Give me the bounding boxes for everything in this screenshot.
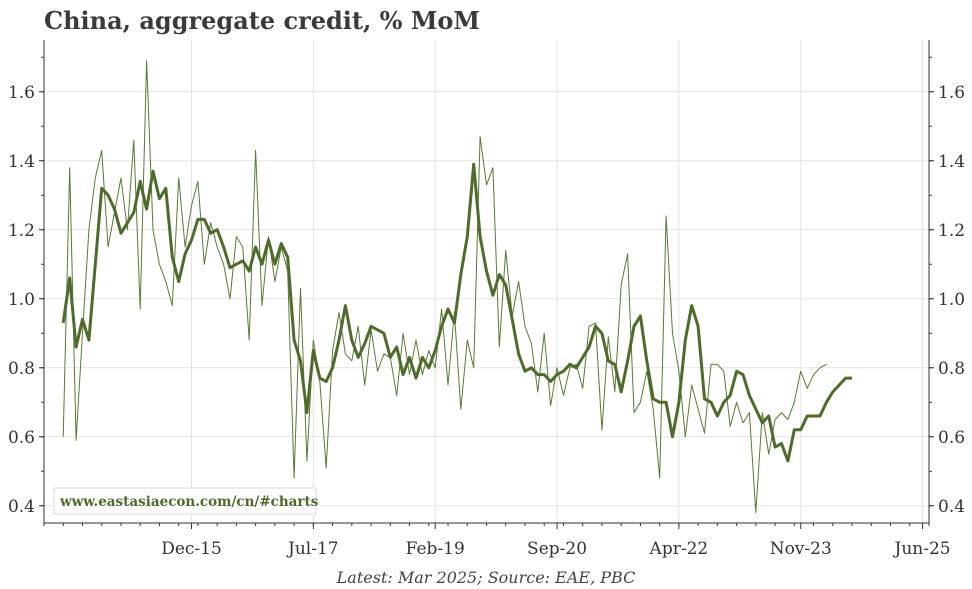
x-tick-label: Jun-25: [893, 539, 951, 559]
y-tick-label-left: 1.0: [8, 290, 35, 310]
y-tick-label-left: 1.2: [8, 221, 35, 241]
x-tick-label: Sep-20: [527, 539, 587, 559]
y-tick-label-right: 0.8: [938, 359, 965, 379]
x-tick-label: Apr-22: [649, 539, 709, 559]
y-tick-label-left: 1.4: [8, 152, 35, 172]
grid-lines: [44, 40, 929, 523]
x-tick-label: Feb-19: [406, 539, 465, 559]
x-tick-label: Nov-23: [770, 539, 832, 559]
watermark-box: [53, 487, 317, 515]
y-tick-label-right: 0.6: [938, 428, 965, 448]
y-tick-label-left: 0.8: [8, 359, 35, 379]
axis-ticks: 0.4 0.4 0.6 0.6 0.8 0.8 1.0 1.0 1.2 1.2 1.4 1.4 1.6 1…: [8, 56, 965, 559]
source-caption: Latest: Mar 2025; Source: EAE, PBC: [336, 568, 636, 587]
series-line-smoothed: [61, 162, 852, 463]
y-tick-label-right: 1.2: [938, 221, 965, 241]
series-line-raw: [62, 60, 827, 514]
y-tick-label-left: 0.6: [8, 428, 35, 448]
y-tick-label-left: 1.6: [8, 83, 35, 103]
x-tick-label: Jul-17: [286, 539, 339, 559]
axes: [43, 40, 930, 524]
y-tick-label-right: 0.4: [938, 497, 965, 517]
data-series: [61, 60, 852, 514]
x-tick-label: Dec-15: [161, 539, 222, 559]
y-tick-label-left: 0.4: [8, 497, 35, 517]
watermark: www.eastasiaecon.com/cn/#charts: [53, 487, 319, 515]
watermark-text: www.eastasiaecon.com/cn/#charts: [59, 494, 319, 510]
y-tick-label-right: 1.6: [938, 83, 965, 103]
y-tick-label-right: 1.0: [938, 290, 965, 310]
chart-title: China, aggregate credit, % MoM: [44, 6, 480, 35]
y-tick-label-right: 1.4: [938, 152, 965, 172]
